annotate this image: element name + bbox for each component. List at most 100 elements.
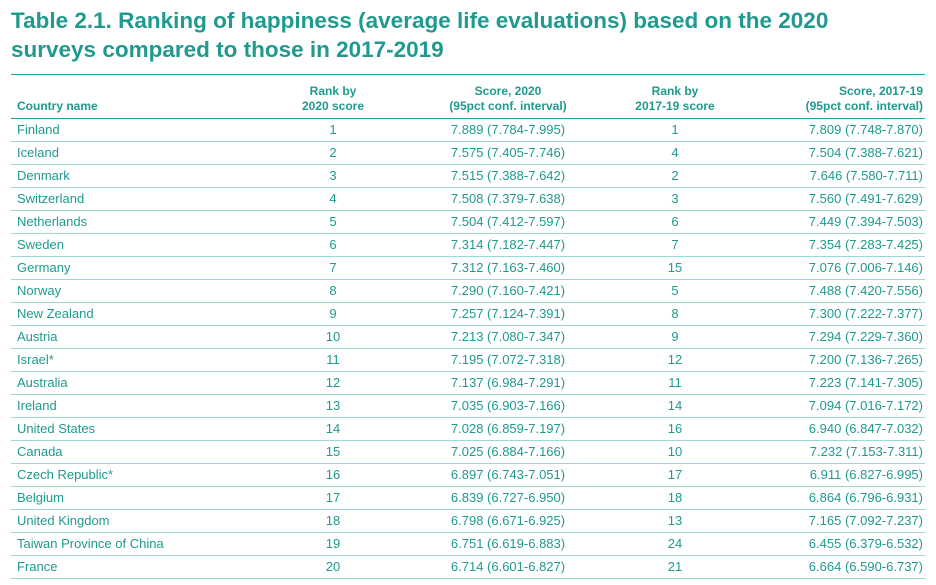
cell-score-2017-19: 7.165 (7.092-7.237): [808, 513, 923, 528]
cell-rank-2020: 15: [325, 444, 341, 459]
cell-score-2020: 6.798 (6.671-6.925): [450, 513, 566, 528]
cell-rank-2017-19: 18: [667, 490, 683, 505]
cell-country: Sweden: [17, 237, 64, 252]
cell-score-2020: 7.028 (6.859-7.197): [450, 421, 566, 436]
cell-rank-2020: 11: [326, 352, 340, 367]
table-row: Norway 8 7.290 (7.160-7.421) 5 7.488 (7.420-…: [11, 280, 925, 303]
cell-score-2017-19: 6.940 (6.847-7.032): [808, 421, 923, 436]
cell-score-2017-19: 6.455 (6.379-6.532): [808, 536, 923, 551]
cell-rank-2020: 1: [329, 122, 337, 137]
cell-country: Norway: [17, 283, 62, 298]
header-country-name: Country name: [17, 99, 98, 114]
cell-score-2017-19: 7.294 (7.229-7.360): [808, 329, 923, 344]
cell-score-2020: 7.504 (7.412-7.597): [450, 214, 566, 229]
cell-score-2017-19: 7.300 (7.222-7.377): [808, 306, 923, 321]
cell-rank-2017-19: 1: [671, 122, 679, 137]
cell-score-2017-19: 7.560 (7.491-7.629): [808, 191, 923, 206]
cell-score-2020: 7.575 (7.405-7.746): [450, 145, 566, 160]
cell-score-2017-19: 7.504 (7.388-7.621): [808, 145, 923, 160]
table-row: Taiwan Province of China 19 6.751 (6.619-6…: [11, 533, 925, 556]
table-row: Canada 15 7.025 (6.884-7.166) 10 7.232 (7.15…: [11, 441, 925, 464]
cell-country: Austria: [17, 329, 58, 344]
table-body: Finland 1 7.889 (7.784-7.995) 1 7.809 (7.748…: [11, 119, 925, 579]
cell-rank-2017-19: 7: [671, 237, 679, 252]
table-row: Finland 1 7.889 (7.784-7.995) 1 7.809 (7.748…: [11, 119, 925, 142]
cell-rank-2017-19: 21: [667, 559, 683, 574]
cell-score-2020: 6.839 (6.727-6.950): [450, 490, 566, 505]
cell-score-2020: 6.751 (6.619-6.883): [450, 536, 566, 551]
header-rank-2020-line-2: 2020 score: [301, 99, 365, 113]
cell-rank-2017-19: 12: [667, 352, 683, 367]
cell-rank-2020: 17: [325, 490, 341, 505]
cell-score-2017-19: 7.354 (7.283-7.425): [808, 237, 923, 252]
header-score-2020-line-2: (95pct conf. interval): [449, 99, 567, 113]
cell-score-2020: 6.897 (6.743-7.051): [450, 467, 566, 482]
cell-score-2020: 7.312 (7.163-7.460): [450, 260, 566, 275]
cell-rank-2020: 10: [325, 329, 341, 344]
cell-country: Israel*: [17, 352, 54, 367]
cell-rank-2017-19: 15: [667, 260, 683, 275]
cell-score-2020: 7.035 (6.903-7.166): [450, 398, 566, 413]
cell-country: New Zealand: [17, 306, 94, 321]
cell-rank-2020: 2: [329, 145, 337, 160]
cell-rank-2017-19: 17: [667, 467, 683, 482]
table-row: Ireland 13 7.035 (6.903-7.166) 14 7.094 (7.0…: [11, 395, 925, 418]
cell-score-2020: 7.257 (7.124-7.391): [450, 306, 566, 321]
cell-rank-2017-19: 24: [667, 536, 683, 551]
cell-rank-2020: 9: [329, 306, 337, 321]
header-rank-2017-19-line-1: Rank by: [651, 84, 699, 98]
cell-rank-2017-19: 11: [668, 375, 682, 390]
table-row: United States 14 7.028 (6.859-7.197) 16 6.94…: [11, 418, 925, 441]
cell-score-2017-19: 7.646 (7.580-7.711): [809, 168, 923, 183]
cell-country: Ireland: [17, 398, 57, 413]
ranking-table: Country name Rank by 2020 score Score, 2…: [11, 74, 925, 579]
cell-country: Denmark: [17, 168, 70, 183]
cell-rank-2020: 4: [329, 191, 337, 206]
cell-rank-2017-19: 2: [671, 168, 679, 183]
table-row: Australia 12 7.137 (6.984-7.291) 11 7.223 (7…: [11, 372, 925, 395]
cell-score-2020: 7.290 (7.160-7.421): [450, 283, 566, 298]
header-rank-2017-19-line-2: 2017-19 score: [635, 99, 715, 113]
table-header: Country name Rank by 2020 score Score, 2…: [11, 75, 925, 119]
cell-rank-2017-19: 4: [671, 145, 679, 160]
cell-country: Switzerland: [17, 191, 85, 206]
cell-rank-2017-19: 16: [667, 421, 683, 436]
cell-rank-2020: 14: [325, 421, 341, 436]
header-score-2017-19: Score, 2017-19 (95pct conf. interval): [739, 84, 923, 114]
cell-rank-2017-19: 9: [671, 329, 679, 344]
table-row: United Kingdom 18 6.798 (6.671-6.925) 13 7.1…: [11, 510, 925, 533]
header-country-label: Country name: [17, 99, 98, 113]
cell-score-2020: 7.195 (7.072-7.318): [450, 352, 566, 367]
cell-country: Belgium: [17, 490, 64, 505]
cell-country: United Kingdom: [17, 513, 110, 528]
cell-country: Czech Republic*: [17, 467, 114, 482]
cell-score-2017-19: 6.664 (6.590-6.737): [808, 559, 923, 574]
cell-rank-2020: 7: [329, 260, 337, 275]
cell-score-2020: 7.314 (7.182-7.447): [450, 237, 566, 252]
header-score-2017-19-line-1: Score, 2017-19: [838, 84, 923, 98]
cell-country: Taiwan Province of China: [17, 536, 164, 551]
table-row: Israel* 11 7.195 (7.072-7.318) 12 7.200 (7.1…: [11, 349, 925, 372]
table-row: Belgium 17 6.839 (6.727-6.950) 18 6.864 (6.7…: [11, 487, 925, 510]
page-title: Table 2.1. Ranking of happiness (average…: [11, 6, 828, 64]
cell-score-2020: 7.025 (6.884-7.166): [450, 444, 566, 459]
cell-score-2017-19: 7.232 (7.153-7.311): [809, 444, 923, 459]
cell-rank-2020: 6: [329, 237, 337, 252]
cell-rank-2020: 20: [325, 559, 341, 574]
table-row: New Zealand 9 7.257 (7.124-7.391) 8 7.300 (7…: [11, 303, 925, 326]
cell-score-2017-19: 7.223 (7.141-7.305): [808, 375, 923, 390]
table-row: Austria 10 7.213 (7.080-7.347) 9 7.294 (7.22…: [11, 326, 925, 349]
cell-rank-2020: 3: [329, 168, 337, 183]
cell-score-2020: 7.213 (7.080-7.347): [450, 329, 566, 344]
cell-score-2020: 6.714 (6.601-6.827): [450, 559, 566, 574]
cell-score-2017-19: 7.488 (7.420-7.556): [808, 283, 923, 298]
title-line-2: surveys compared to those in 2017-2019: [11, 37, 444, 62]
cell-country: Finland: [17, 122, 60, 137]
cell-country: Australia: [17, 375, 68, 390]
table-row: Denmark 3 7.515 (7.388-7.642) 2 7.646 (7.580…: [11, 165, 925, 188]
table-row: Iceland 2 7.575 (7.405-7.746) 4 7.504 (7.388…: [11, 142, 925, 165]
cell-rank-2020: 13: [325, 398, 341, 413]
header-score-2017-19-line-2: (95pct conf. interval): [805, 99, 923, 113]
cell-score-2017-19: 7.094 (7.016-7.172): [808, 398, 923, 413]
cell-score-2017-19: 6.911 (6.827-6.995): [809, 467, 923, 482]
